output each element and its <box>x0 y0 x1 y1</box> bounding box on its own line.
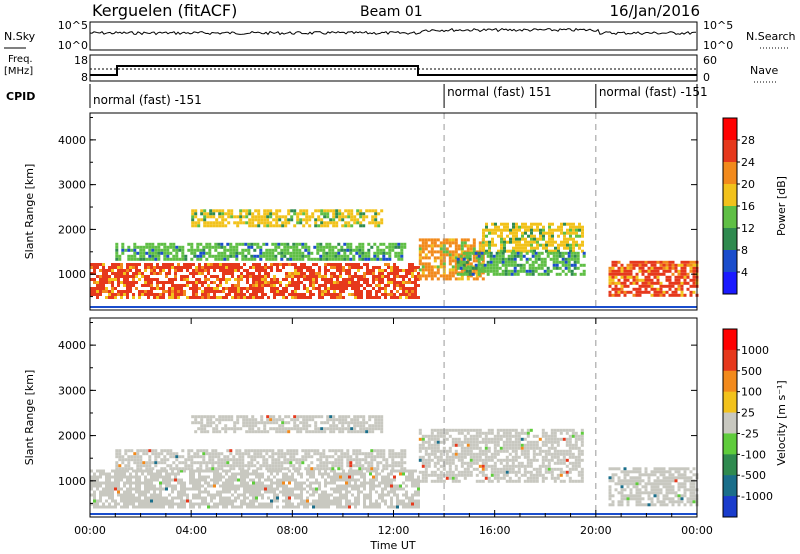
velocity-colorbar-tick-label: -1000 <box>741 490 773 503</box>
power-echo-band <box>418 238 485 281</box>
freq-line <box>90 65 697 76</box>
power-panel: 1000 2000 3000 4000 Slant Range [km] 4 8 12 16 20… <box>23 112 788 311</box>
power-frame <box>89 112 698 311</box>
noise-left-tick-bottom: 10^0 <box>58 39 88 52</box>
x-tick-label: 00:00 <box>74 524 106 537</box>
velocity-colorbar-segment <box>723 496 737 518</box>
velocity-ytick-label: 3000 <box>58 384 86 397</box>
velocity-echo-band <box>90 469 420 509</box>
freq-panel-frame <box>89 54 698 82</box>
noise-sky-trace <box>89 27 696 36</box>
power-echo-band <box>115 242 407 261</box>
freq-label-1: Freq. <box>8 54 33 65</box>
velocity-colorbar-label: Velocity [m s⁻¹] <box>775 380 788 465</box>
velocity-colorbar-frame <box>722 328 738 518</box>
power-colorbar-segment <box>723 118 737 141</box>
freq-right-tick-bottom: 0 <box>703 71 710 84</box>
noise-right-label: N.Search <box>746 30 796 43</box>
x-tick-label: 20:00 <box>580 524 612 537</box>
velocity-colorbar-segment <box>723 329 737 351</box>
time-axis: 00:00 04:00 08:00 12:00 16:00 20:00 00:00 <box>74 318 713 537</box>
velocity-colorbar-segment <box>723 412 737 434</box>
power-echo-band <box>90 263 420 299</box>
power-colorbar-segment <box>723 228 737 251</box>
cpid-label: CPID <box>6 90 35 103</box>
power-ytick-label: 1000 <box>58 268 86 281</box>
freq-left-tick-bottom: 8 <box>81 71 88 84</box>
freq-left-tick-top: 18 <box>74 54 88 67</box>
velocity-colorbar-segment <box>723 475 737 497</box>
power-colorbar-tick-label: 24 <box>741 156 755 169</box>
beam-title: Beam 01 <box>360 4 423 20</box>
velocity-colorbar-segment <box>723 433 737 455</box>
velocity-echo-band <box>115 449 407 471</box>
velocity-colorbar-tick-label: 100 <box>741 386 762 399</box>
velocity-colorbar-segment <box>723 370 737 393</box>
power-colorbar-tick-label: 4 <box>741 266 748 279</box>
velocity-colorbar-tick-label: 500 <box>741 365 762 378</box>
power-colorbar-segment <box>723 140 737 163</box>
x-tick-label: 00:00 <box>681 524 713 537</box>
station-title: Kerguelen (fitACF) <box>92 1 237 20</box>
power-ylabel: Slant Range [km] <box>23 164 36 260</box>
velocity-ytick-label: 2000 <box>58 430 86 443</box>
power-colorbar-segment <box>723 250 737 273</box>
velocity-colorbar-segment <box>723 391 737 414</box>
velocity-colorbar-segment <box>723 349 737 372</box>
power-colorbar-segment <box>723 162 737 185</box>
power-colorbar-tick-label: 16 <box>741 200 755 213</box>
power-echo-band <box>482 222 584 253</box>
x-tick-label: 08:00 <box>276 524 308 537</box>
power-colorbar-segment <box>723 184 737 207</box>
power-colorbar-tick-label: 12 <box>741 222 755 235</box>
power-ytick-label: 2000 <box>58 223 86 236</box>
power-colorbar-segment <box>723 206 737 229</box>
x-tick-label: 16:00 <box>479 524 511 537</box>
velocity-ytick-label: 4000 <box>58 339 86 352</box>
velocity-ytick-label: 1000 <box>58 475 86 488</box>
noise-left-label: N.Sky <box>4 30 36 43</box>
power-colorbar-tick-label: 8 <box>741 244 748 257</box>
velocity-ylabel: Slant Range [km] <box>23 370 36 466</box>
velocity-echo-band <box>608 467 699 507</box>
velocity-colorbar-tick-label: 1000 <box>741 344 769 357</box>
x-tick-label: 04:00 <box>175 524 207 537</box>
freq-right-tick-top: 60 <box>703 54 717 67</box>
velocity-panel: 1000 2000 3000 4000 Slant Range [km] 1000 500 1… <box>23 317 788 518</box>
noise-right-tick-top: 10^5 <box>703 19 733 32</box>
power-ytick-label: 4000 <box>58 134 86 147</box>
velocity-colorbar-tick-label: 25 <box>741 407 755 420</box>
velocity-colorbar-tick-label: -100 <box>741 448 766 461</box>
power-echo-band <box>456 251 586 276</box>
x-tick-label: 12:00 <box>378 524 410 537</box>
power-echo-band <box>191 209 384 228</box>
velocity-colorbar-tick-label: -500 <box>741 469 766 482</box>
power-colorbar-label: Power [dB] <box>775 176 788 236</box>
velocity-echo-band <box>418 428 584 483</box>
date-title: 16/Jan/2016 <box>610 2 701 20</box>
cpid-segment-label: normal (fast) -151 <box>93 93 202 107</box>
freq-label-2: [MHz] <box>4 66 33 77</box>
noise-left-tick-top: 10^5 <box>58 19 88 32</box>
noise-sky-line <box>89 27 696 36</box>
noise-right-tick-bottom: 10^0 <box>703 39 733 52</box>
noise-panel-frame <box>89 21 698 51</box>
velocity-colorbar-segment <box>723 454 737 476</box>
power-colorbar-segment <box>723 272 737 295</box>
nave-label: Nave <box>750 64 778 77</box>
velocity-colorbar-tick-label: -25 <box>741 427 759 440</box>
cpid-segment-label: normal (fast) 151 <box>447 85 551 99</box>
power-ytick-label: 3000 <box>58 179 86 192</box>
x-axis-label: Time UT <box>369 539 415 552</box>
power-colorbar-tick-label: 28 <box>741 134 755 147</box>
cpid-segment-label: normal (fast) -151 <box>599 85 708 99</box>
velocity-echo-band <box>191 415 384 434</box>
cpid-segments: normal (fast) -151 normal (fast) 151 norma… <box>89 84 708 108</box>
power-colorbar-tick-label: 20 <box>741 178 755 191</box>
